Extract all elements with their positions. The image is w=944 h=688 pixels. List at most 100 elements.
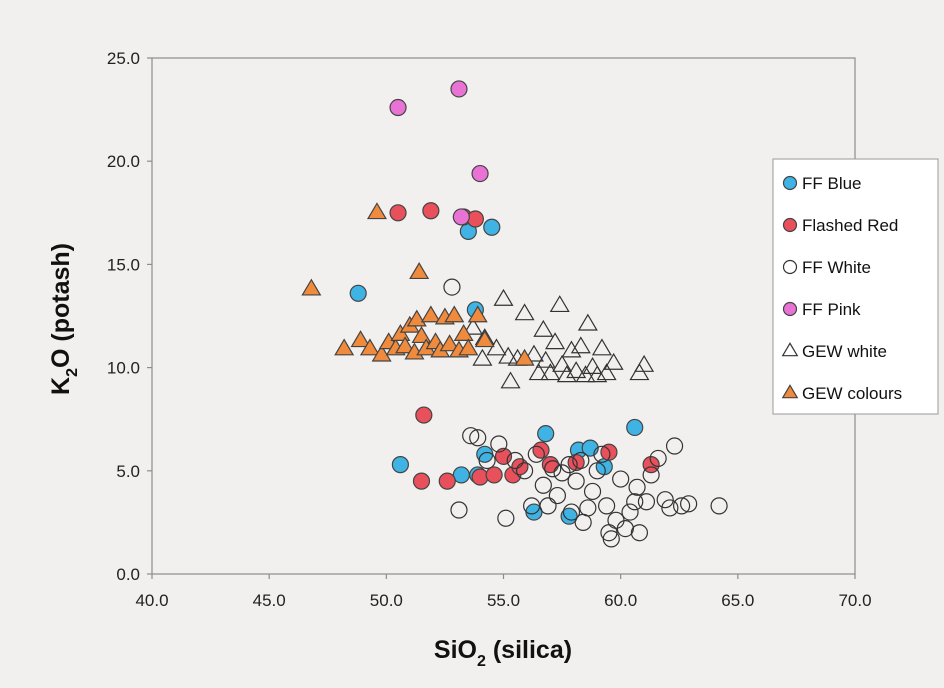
data-point [490,435,508,453]
data-point [642,466,660,484]
data-point [506,451,524,470]
legend: FF Blue Flashed Red FF White FF Pink GEW whi… [772,158,939,415]
data-point [371,344,392,362]
y-tick-label: 25.0 [107,49,140,68]
data-point [412,472,431,490]
data-point [500,371,521,389]
data-point [443,278,461,296]
y-tick-label: 20.0 [107,152,140,171]
y-tick-label: 0.0 [116,565,140,584]
data-point [600,443,618,461]
data-point [422,202,440,220]
data-point [514,348,535,366]
x-tick-label: 45.0 [253,591,286,610]
data-point [577,313,598,331]
data-point [534,476,552,494]
data-point [409,262,430,280]
x-tick-label: 50.0 [370,591,403,610]
y-axis: 0.0 5.0 10.0 15.0 20.0 25.0 [107,49,152,584]
legend-marker [782,259,798,275]
data-point [466,210,484,228]
data-point [415,406,433,424]
legend-box [772,158,939,415]
data-point [450,501,468,519]
data-point [463,317,484,335]
data-point [462,427,480,445]
data-point [545,332,566,350]
data-point [629,363,650,381]
data-point [528,363,549,381]
data-point [567,472,585,490]
series-ff-pink [389,80,489,226]
data-point [527,445,545,463]
data-point [566,361,587,379]
data-point [549,295,570,313]
y-tick-label: 15.0 [107,255,140,274]
data-point [514,303,535,321]
data-point [450,80,468,98]
legend-item-gew-white: GEW white [781,342,887,361]
x-tick-label: 55.0 [487,591,520,610]
data-point [561,340,582,358]
data-point [630,524,649,542]
data-point [556,365,577,383]
data-point [515,462,534,480]
data-point [497,509,515,527]
x-axis-title: SiO2 (silica) [434,636,572,670]
x-axis-title-rest: (silica) [486,636,572,664]
data-point [334,338,355,356]
data-point [642,456,660,474]
data-point [471,468,489,486]
y-axis-title-subscript: 2 [64,368,81,377]
legend-label: GEW colours [802,384,902,403]
data-point [395,336,416,354]
data-point [661,499,679,517]
data-point [626,493,644,511]
legend-label: FF Pink [802,300,861,319]
y-axis-title-main: K [47,377,75,395]
x-tick-label: 65.0 [721,591,754,610]
data-point [389,98,407,117]
y-axis-title: K2O (potash) [47,243,81,395]
y-tick-label: 10.0 [107,359,140,378]
data-point [598,497,616,515]
data-point [588,462,606,480]
data-point [444,305,465,323]
data-point [458,338,479,356]
legend-label: GEW white [802,342,887,361]
data-point [548,486,566,505]
legend-label: FF White [802,258,871,277]
y-tick-label: 5.0 [116,462,140,481]
data-point [562,503,581,521]
legend-marker [782,175,798,191]
x-axis-title-subscript: 2 [477,653,486,670]
data-point [493,288,514,306]
data-point [552,354,573,372]
data-point [539,497,557,515]
legend-item-gew-colours: GEW colours [781,384,902,403]
data-point [612,470,630,488]
legend-marker [781,342,799,357]
data-point [483,218,501,236]
data-point [391,456,409,474]
x-tick-label: 60.0 [604,591,637,610]
legend-label: Flashed Red [802,216,898,235]
legend-marker [781,384,799,399]
data-point [469,429,487,447]
data-point [439,334,460,352]
legend-item-flashed-red: Flashed Red [782,216,898,235]
x-tick-label: 40.0 [135,591,168,610]
data-point [411,326,432,344]
data-point [349,284,367,302]
data-point [486,338,507,356]
data-point [390,323,411,341]
data-point [301,278,322,296]
data-point [389,204,407,222]
data-point [540,363,561,381]
data-point [532,441,550,459]
data-point [649,449,667,468]
data-point [572,451,590,470]
series-gew-colours [301,202,535,366]
data-point [478,451,496,470]
data-point [616,519,634,538]
